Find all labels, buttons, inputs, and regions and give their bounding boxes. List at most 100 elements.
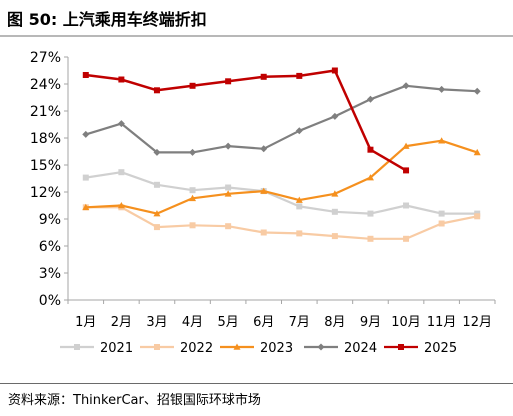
data-point-2023 — [117, 202, 125, 209]
series-line-2022 — [85, 206, 478, 240]
source-note: 资料来源：ThinkerCar、招银国际环球市场 — [8, 393, 261, 408]
data-point-2025 — [296, 72, 303, 79]
series-line-2023 — [85, 139, 478, 215]
legend-label: 2024 — [344, 341, 377, 356]
data-point-2023 — [260, 187, 268, 194]
data-point-2022 — [153, 224, 160, 231]
data-point-2024 — [331, 112, 339, 120]
x-tick-label: 7月 — [289, 315, 310, 330]
data-point-2023 — [224, 190, 232, 197]
x-tick-label: 9月 — [360, 315, 381, 330]
data-point-2025 — [153, 87, 160, 94]
data-point-2021 — [82, 174, 89, 181]
legend-swatch-marker — [317, 343, 325, 351]
data-point-2021 — [367, 210, 374, 217]
legend-item-2024: 2024 — [304, 341, 377, 356]
data-point-2024 — [82, 130, 90, 138]
source-divider — [0, 383, 513, 384]
data-point-2022 — [474, 213, 481, 220]
series-layer — [82, 67, 481, 242]
legend-item-2023: 2023 — [220, 341, 293, 356]
y-tick-label: 27% — [30, 50, 61, 66]
data-point-2024 — [402, 82, 410, 90]
data-point-2025 — [189, 82, 196, 89]
series-line-2024 — [85, 84, 478, 154]
data-point-2024 — [438, 85, 446, 93]
data-point-2022 — [260, 229, 267, 236]
y-tick-label: 24% — [30, 77, 61, 93]
data-point-2022 — [225, 223, 232, 230]
y-tick-label: 15% — [30, 158, 61, 174]
legend-swatch-marker — [398, 344, 404, 350]
data-point-2023 — [402, 142, 410, 149]
series-line-2021 — [85, 171, 478, 215]
y-tick-label: 0% — [39, 293, 61, 309]
data-point-2021 — [225, 184, 232, 191]
legend-item-2025: 2025 — [384, 341, 457, 356]
series-2023 — [82, 137, 481, 217]
y-tick-label: 6% — [39, 239, 61, 255]
figure-title: 图 50: 上汽乘用车终端折扣 — [7, 10, 207, 29]
legend-label: 2023 — [260, 341, 293, 356]
y-tick-label: 12% — [30, 185, 61, 201]
data-point-2023 — [331, 190, 339, 197]
title-divider — [0, 35, 513, 37]
data-point-2023 — [82, 203, 90, 211]
data-point-2024 — [224, 142, 232, 150]
x-tick-label: 3月 — [146, 315, 167, 330]
data-point-2023 — [366, 174, 374, 181]
y-axis: 0% 3% 6% 9% 12% 15% 18% 21% 24% 27% — [30, 50, 69, 309]
legend-label: 2025 — [424, 341, 457, 356]
x-tick-label: 2月 — [111, 315, 132, 330]
legend-swatch-marker — [154, 344, 160, 350]
data-point-2022 — [438, 220, 445, 227]
series-line-2025 — [85, 69, 407, 172]
data-point-2021 — [403, 202, 410, 209]
data-point-2025 — [82, 72, 89, 78]
data-point-2021 — [118, 169, 125, 176]
line-chart: 0% 3% 6% 9% 12% 15% 18% 21% 24% 27% 1月 2月 3月 4月 5月 6月 7… — [30, 50, 496, 356]
x-tick-label: 5月 — [217, 315, 238, 330]
legend-swatch-marker — [74, 344, 80, 350]
x-tick-label: 6月 — [253, 315, 274, 330]
data-point-2024 — [473, 87, 481, 95]
data-point-2023 — [473, 148, 481, 156]
data-point-2022 — [331, 233, 338, 240]
series-2021 — [82, 169, 481, 217]
data-point-2025 — [260, 73, 267, 80]
data-point-2025 — [403, 167, 410, 174]
series-2024 — [82, 82, 481, 156]
y-tick-label: 3% — [39, 266, 61, 282]
data-point-2024 — [366, 95, 374, 103]
legend-label: 2021 — [100, 341, 133, 356]
data-point-2024 — [295, 127, 303, 135]
x-tick-label: 1月 — [75, 315, 96, 330]
legend-item-2022: 2022 — [140, 341, 213, 356]
data-point-2024 — [153, 148, 161, 156]
data-point-2022 — [296, 230, 303, 237]
data-point-2024 — [117, 120, 125, 128]
data-point-2023 — [153, 210, 161, 217]
series-2022 — [82, 204, 481, 242]
data-point-2022 — [189, 222, 196, 229]
data-point-2024 — [260, 145, 268, 153]
x-tick-label: 4月 — [182, 315, 203, 330]
x-tick-label: 11月 — [427, 315, 457, 330]
legend-item-2021: 2021 — [60, 341, 133, 356]
x-tick-label: 8月 — [324, 315, 345, 330]
data-point-2025 — [331, 67, 338, 74]
series-2025 — [82, 67, 410, 174]
data-point-2022 — [367, 235, 374, 242]
y-tick-label: 18% — [30, 131, 61, 147]
legend-label: 2022 — [180, 341, 213, 356]
legend-swatch-marker — [233, 343, 241, 350]
data-point-2025 — [367, 146, 374, 153]
x-tick-label: 10月 — [391, 315, 421, 330]
data-point-2023 — [189, 194, 197, 202]
data-point-2023 — [295, 196, 303, 203]
x-axis: 1月 2月 3月 4月 5月 6月 7月 8月 9月 10月 11月 12月 — [67, 299, 496, 330]
data-point-2025 — [118, 76, 125, 83]
data-point-2025 — [225, 78, 232, 85]
y-tick-label: 9% — [39, 212, 61, 228]
data-point-2022 — [403, 235, 410, 242]
